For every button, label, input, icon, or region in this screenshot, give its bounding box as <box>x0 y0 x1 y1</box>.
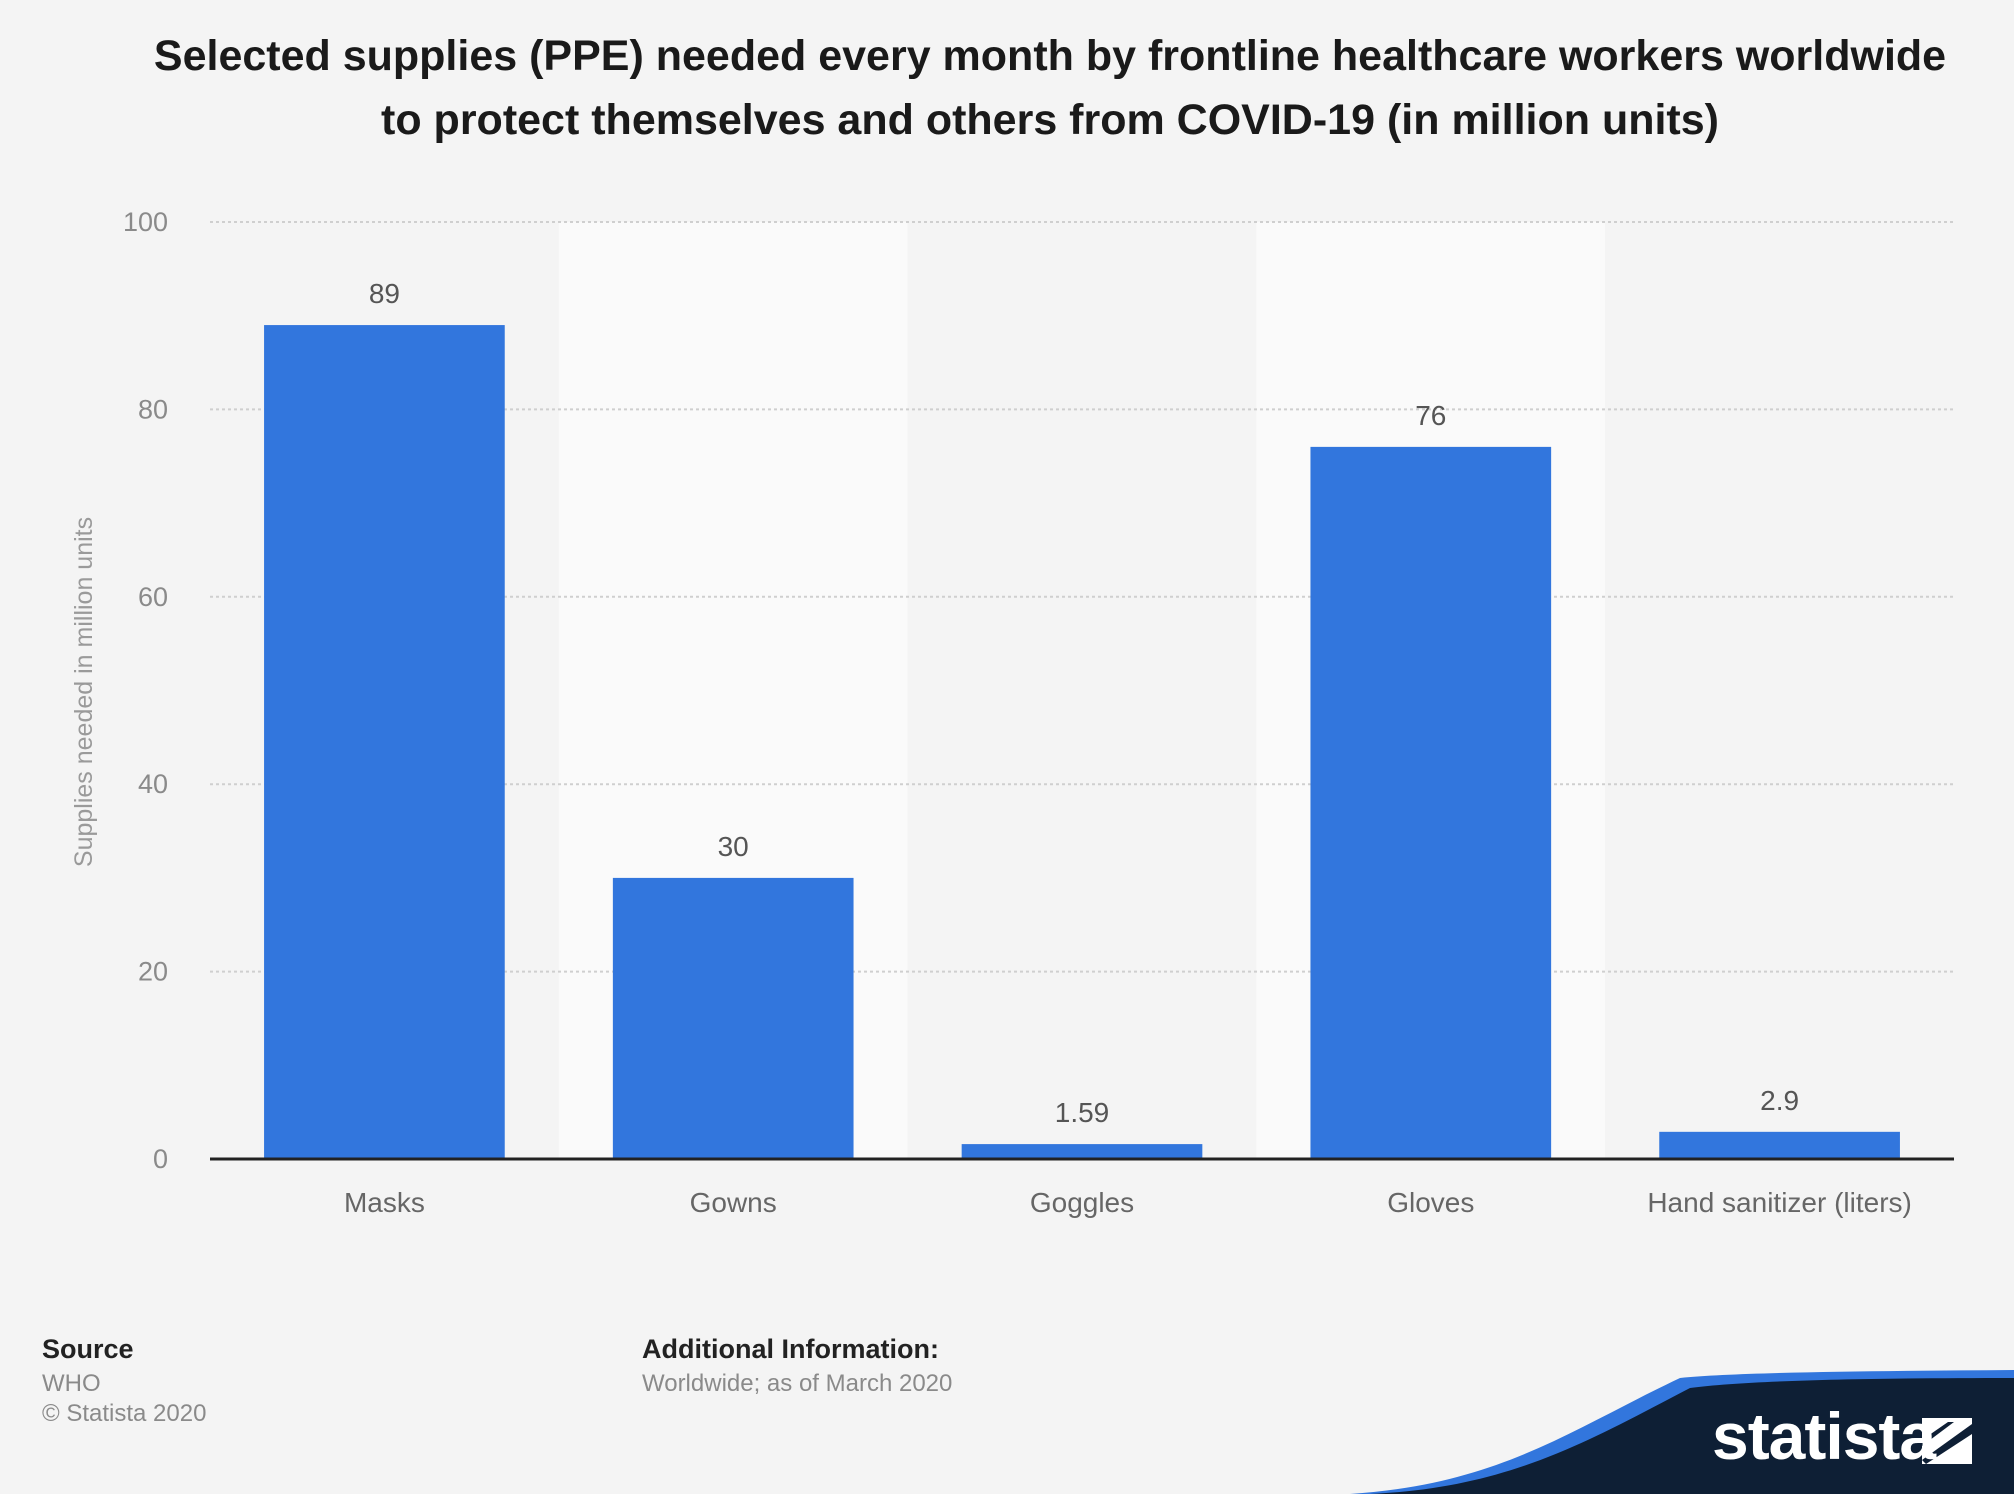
x-tick-label: Hand sanitizer (liters) <box>1647 1187 1912 1218</box>
y-axis-label: Supplies needed in million units <box>70 517 98 867</box>
bar-chart: 0 20 40 60 80 100 Supplies needed in million … <box>70 207 1954 1218</box>
source-heading: Source <box>42 1334 134 1364</box>
brand-dark-swoosh <box>1370 1378 2014 1494</box>
chart-title: Selected supplies (PPE) needed every mon… <box>153 32 1947 144</box>
y-tick-labels: 0 20 40 60 80 100 <box>123 207 168 1174</box>
value-labels: 89 30 1.59 76 2.9 <box>369 278 1799 1128</box>
bar <box>1310 446 1552 1159</box>
y-tick-label: 100 <box>123 207 168 237</box>
copyright: © Statista 2020 <box>42 1400 207 1427</box>
bars <box>264 325 1900 1159</box>
value-label: 1.59 <box>1055 1097 1110 1128</box>
category-band <box>1605 222 1954 1159</box>
x-tick-label: Gowns <box>690 1187 777 1218</box>
bar <box>1659 1131 1900 1159</box>
value-label: 2.9 <box>1760 1085 1799 1116</box>
y-tick-label: 60 <box>138 582 168 612</box>
additional-info-heading: Additional Information: <box>642 1334 939 1364</box>
source-value: WHO <box>42 1370 101 1397</box>
y-tick-label: 0 <box>153 1144 168 1174</box>
x-tick-label: Goggles <box>1030 1187 1134 1218</box>
bar <box>264 325 505 1159</box>
brand-name: statista <box>1712 1399 1936 1473</box>
statista-logo-icon <box>1922 1418 1972 1464</box>
y-tick-label: 20 <box>138 957 168 987</box>
value-label: 76 <box>1415 400 1446 431</box>
x-tick-label: Gloves <box>1387 1187 1474 1218</box>
x-tick-labels: Masks Gowns Goggles Gloves Hand sanitizer (l… <box>344 1187 1912 1218</box>
y-tick-label: 80 <box>138 394 168 424</box>
x-tick-label: Masks <box>344 1187 425 1218</box>
additional-info-value: Worldwide; as of March 2020 <box>642 1370 953 1397</box>
bar <box>612 877 854 1159</box>
bar <box>961 1144 1203 1159</box>
value-label: 89 <box>369 278 400 309</box>
y-tick-label: 40 <box>138 769 168 799</box>
value-label: 30 <box>718 831 749 862</box>
category-band <box>907 222 1257 1159</box>
